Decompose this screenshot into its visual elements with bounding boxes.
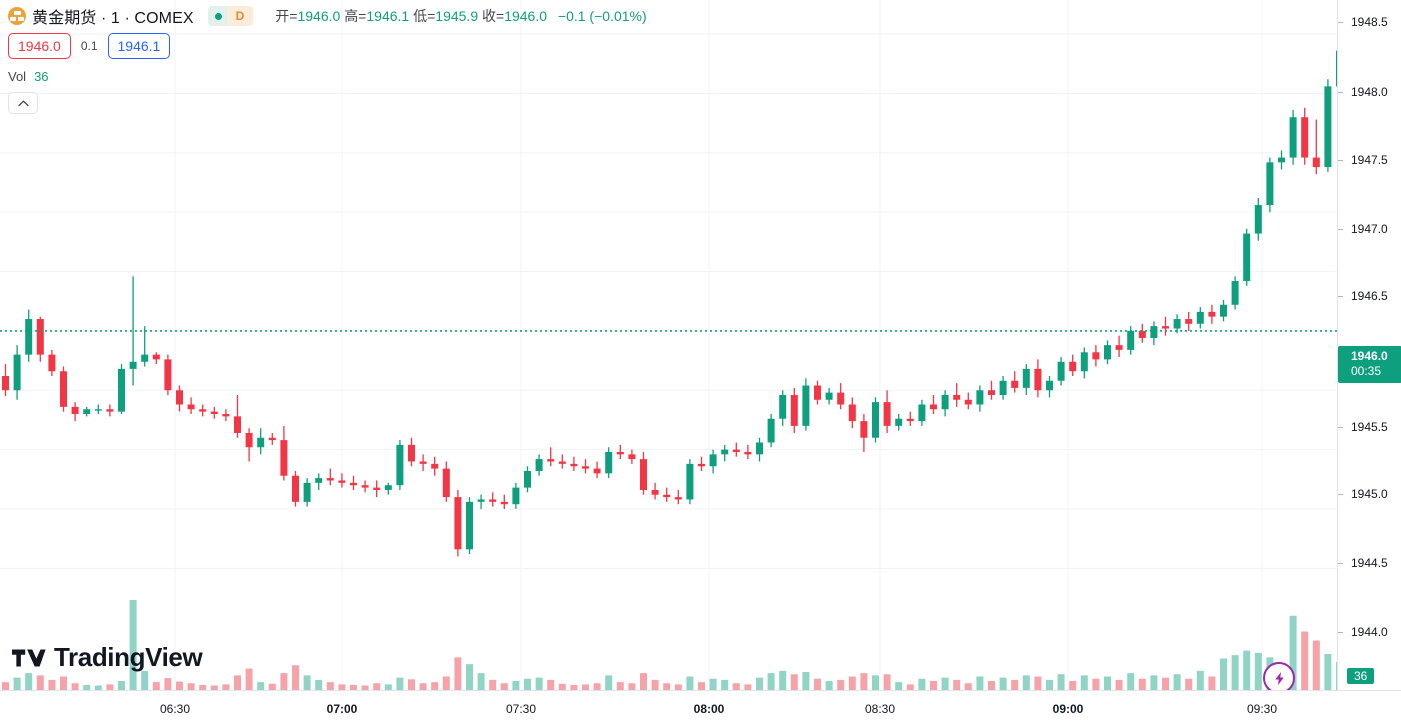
price-axis-tick: 1948.0 [1338, 84, 1401, 100]
price-axis-tick: 1944.0 [1338, 624, 1401, 640]
price-tick-label: 1944.5 [1351, 556, 1388, 570]
price-tick-dash [1338, 229, 1343, 230]
price-tick-label: 1947.0 [1351, 222, 1388, 236]
collapse-pane-button[interactable] [8, 92, 38, 114]
price-tick-label: 1947.5 [1351, 153, 1388, 167]
time-axis-tick: 09:30 [1246, 702, 1278, 716]
candlesticks [2, 50, 1337, 557]
current-price-value: 1946.0 [1351, 349, 1388, 363]
price-axis-tick: 1947.5 [1338, 152, 1401, 168]
price-tick-label: 1946.5 [1351, 289, 1388, 303]
price-axis-tick: 1945.0 [1338, 486, 1401, 502]
chevron-up-icon [17, 100, 29, 106]
price-tick-label: 1945.0 [1351, 487, 1388, 501]
price-tick-dash [1338, 296, 1343, 297]
volume-bars [2, 600, 1337, 690]
price-axis-tick: 1946.5 [1338, 288, 1401, 304]
price-axis[interactable]: 1948.5 1948.0 1947.5 1947.0 1946.5 1945.5 1945… [1337, 0, 1401, 713]
time-axis-tick: 06:30 [159, 702, 191, 716]
price-axis-tick: 1947.0 [1338, 221, 1401, 237]
price-tick-dash [1338, 427, 1343, 428]
price-tick-dash [1338, 632, 1343, 633]
time-axis-tick: 08:00 [693, 702, 725, 716]
price-axis-tick: 1948.5 [1338, 14, 1401, 30]
time-axis-tick: 09:00 [1052, 702, 1084, 716]
volume-axis-badge: 36 [1347, 668, 1375, 684]
time-axis-tick: 07:00 [326, 702, 358, 716]
price-axis-tick: 1944.5 [1338, 555, 1401, 571]
price-tick-dash [1338, 160, 1343, 161]
price-tick-dash [1338, 563, 1343, 564]
price-tick-dash [1338, 22, 1343, 23]
price-tick-label: 1948.0 [1351, 85, 1388, 99]
price-tick-label: 1945.5 [1351, 420, 1388, 434]
chart-plot-area[interactable] [0, 0, 1337, 690]
time-axis-tick: 08:30 [864, 702, 896, 716]
legend-collapse-row [8, 92, 647, 114]
time-axis[interactable]: 06:30 07:00 07:30 08:00 08:30 09:00 09:30 [0, 690, 1401, 727]
price-axis-tick: 1945.5 [1338, 419, 1401, 435]
chart-canvas [0, 0, 1337, 690]
time-axis-tick: 07:30 [505, 702, 537, 716]
price-tick-label: 1944.0 [1351, 625, 1388, 639]
price-tick-dash [1338, 92, 1343, 93]
bar-countdown: 00:35 [1351, 364, 1382, 378]
price-tick-label: 1948.5 [1351, 15, 1388, 29]
price-tick-dash [1338, 494, 1343, 495]
current-price-badge[interactable]: 1946.0 00:35 [1338, 346, 1401, 383]
grid-lines [0, 0, 1337, 690]
bolt-glyph-icon [1274, 671, 1284, 685]
